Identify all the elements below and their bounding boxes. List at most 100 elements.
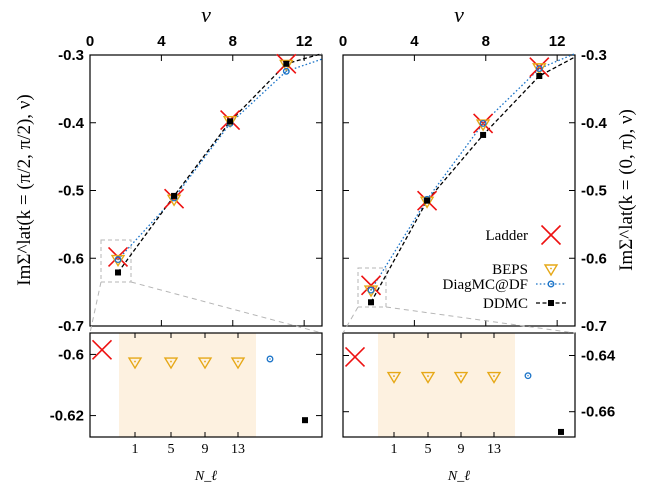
left-zoom-connector-b bbox=[130, 281, 323, 334]
right-zoom-connector-b bbox=[385, 306, 576, 334]
left-ddmc-point-2 bbox=[227, 118, 234, 125]
right-inset-ytick-label-1: -0.66 bbox=[581, 404, 615, 421]
legend-label-ladder: Ladder bbox=[486, 228, 528, 244]
right-inset-beps-point-2 bbox=[453, 371, 469, 384]
left-inset-beps-point-0-dot bbox=[134, 360, 136, 363]
right-xtick-label-3: 12 bbox=[549, 33, 566, 50]
text-layer: 0 4 8 12 -0.3 -0.4 -0.5 -0.6 -0.7 ν 0 4 8 12 -0.3 -0.4 -… bbox=[14, 2, 637, 484]
legend-marker-beps bbox=[543, 264, 559, 277]
legend-label-diagmc-df: DiagMC@DF bbox=[443, 277, 529, 293]
zoom-lines-layer bbox=[89, 239, 576, 334]
right-y-axis-label: ImΣ^lat(k = (0, π), ν) bbox=[616, 109, 637, 271]
right-diagmc-df-point-2 bbox=[479, 119, 487, 127]
left-diagmc-df-point-3 bbox=[282, 67, 290, 75]
left-ytick-label-3: -0.6 bbox=[58, 250, 84, 267]
left-inset-xtick-label-2: 9 bbox=[202, 442, 209, 457]
right-inset-beps-point-0 bbox=[386, 371, 402, 384]
right-diagmc-df-point-3 bbox=[535, 65, 543, 72]
right-inset-xtick-label-3: 13 bbox=[487, 442, 501, 457]
left-inset-beps-point-2-dot bbox=[204, 360, 206, 363]
left-xtick-label-3: 12 bbox=[296, 33, 313, 50]
left-inset-diagmc-point-dot bbox=[269, 358, 271, 360]
right-ytick-label-3: -0.6 bbox=[581, 250, 607, 267]
inset-shading-layer bbox=[119, 333, 515, 437]
right-ytick-label-2: -0.5 bbox=[581, 183, 607, 200]
left-inset-beps-point-1-dot bbox=[170, 360, 172, 363]
left-main-frame bbox=[89, 54, 323, 327]
left-ddmc-point-1 bbox=[171, 192, 178, 199]
legend-label-ddmc: DDMC bbox=[483, 296, 528, 312]
left-inset-beps-point-0 bbox=[127, 357, 143, 370]
left-inset-ytick-label-1: -0.62 bbox=[50, 408, 84, 425]
right-ddmc-point-2 bbox=[480, 131, 487, 138]
left-inset-shade bbox=[119, 333, 256, 437]
left-ytick-label-4: -0.7 bbox=[58, 318, 84, 335]
right-ddmc-point-1 bbox=[424, 197, 431, 204]
right-nu-axis-label: ν bbox=[454, 2, 464, 27]
left-inset-ladder-point bbox=[91, 339, 113, 360]
right-inset-diagmc-point bbox=[524, 372, 532, 380]
left-inset-diagmc-point bbox=[266, 355, 274, 363]
left-zoom-connector-a bbox=[89, 281, 102, 334]
right-xtick-label-0: 0 bbox=[339, 33, 347, 50]
left-inset-x-axis-label: N_ℓ bbox=[194, 469, 217, 484]
right-ddmc-line bbox=[370, 56, 576, 303]
left-xtick-label-1: 4 bbox=[157, 33, 166, 50]
left-xtick-label-2: 8 bbox=[229, 33, 237, 50]
data-layer bbox=[91, 52, 576, 435]
right-diagmc-df-point-2-dot bbox=[482, 122, 484, 125]
left-inset-xtick-label-3: 13 bbox=[231, 442, 245, 457]
right-inset-ytick-label-0: -0.64 bbox=[581, 347, 616, 364]
right-inset-beps-point-3 bbox=[486, 371, 502, 384]
right-inset-xtick-label-2: 9 bbox=[458, 442, 465, 457]
left-inset-xtick-label-0: 1 bbox=[132, 442, 139, 457]
left-y-axis-label: ImΣ^lat(k = (π/2, π/2), ν) bbox=[14, 94, 35, 285]
left-inset-beps-point-1 bbox=[163, 357, 179, 370]
left-inset-xtick-label-1: 5 bbox=[168, 442, 175, 457]
right-inset-beps-point-1-dot bbox=[427, 375, 429, 377]
legend-marker-diagmc-df bbox=[547, 280, 555, 288]
right-ddmc-point-0 bbox=[368, 299, 375, 306]
legend-marker-diagmc-df-dot bbox=[550, 283, 552, 285]
left-ddmc-point-3 bbox=[283, 60, 290, 67]
left-ddmc-line bbox=[117, 52, 323, 273]
right-ladder-point-0 bbox=[360, 275, 382, 296]
left-ddmc-point-0 bbox=[115, 269, 122, 276]
right-inset-beps-point-0-dot bbox=[393, 375, 395, 377]
left-diagmc-df-line bbox=[117, 58, 323, 261]
right-inset-ladder-point bbox=[344, 346, 366, 367]
left-inset-beps-point-2 bbox=[197, 357, 213, 370]
right-xtick-label-1: 4 bbox=[410, 33, 419, 50]
right-inset-diagmc-point-dot bbox=[527, 375, 529, 377]
right-beps-point-3-dot bbox=[538, 66, 541, 69]
right-ytick-label-1: -0.4 bbox=[581, 115, 608, 132]
left-inset-frame bbox=[89, 332, 323, 438]
right-xtick-label-2: 8 bbox=[482, 33, 490, 50]
left-diagmc-df-point-0 bbox=[114, 256, 122, 264]
left-ytick-label-2: -0.5 bbox=[58, 183, 84, 200]
left-inset-ddmc-point bbox=[302, 417, 308, 424]
right-ddmc-point-3 bbox=[536, 73, 543, 80]
right-diagmc-df-line bbox=[370, 53, 576, 291]
right-inset-beps-point-3-dot bbox=[493, 375, 495, 377]
legend-label-beps: BEPS bbox=[492, 262, 528, 278]
left-inset-beps-point-3 bbox=[230, 357, 246, 370]
legend-marker-ddmc bbox=[548, 300, 554, 306]
left-zoom-box bbox=[100, 239, 132, 283]
right-inset-xtick-label-0: 1 bbox=[391, 442, 398, 457]
right-inset-xtick-label-1: 5 bbox=[425, 442, 432, 457]
right-zoom-connector-a bbox=[342, 306, 359, 334]
left-inset-beps-point-3-dot bbox=[237, 360, 239, 363]
legend-marker-ladder bbox=[540, 224, 562, 246]
legend-marker-beps-dot bbox=[550, 267, 552, 270]
left-ytick-label-0: -0.3 bbox=[58, 47, 84, 64]
right-inset-frame bbox=[342, 332, 576, 438]
left-xtick-label-0: 0 bbox=[86, 33, 94, 50]
right-diagmc-df-point-3-dot bbox=[538, 67, 541, 70]
right-inset-shade bbox=[378, 333, 515, 437]
right-diagmc-df-point-0 bbox=[367, 286, 375, 294]
right-ytick-label-4: -0.7 bbox=[581, 318, 607, 335]
left-inset-ytick-label-0: -0.6 bbox=[58, 346, 84, 363]
